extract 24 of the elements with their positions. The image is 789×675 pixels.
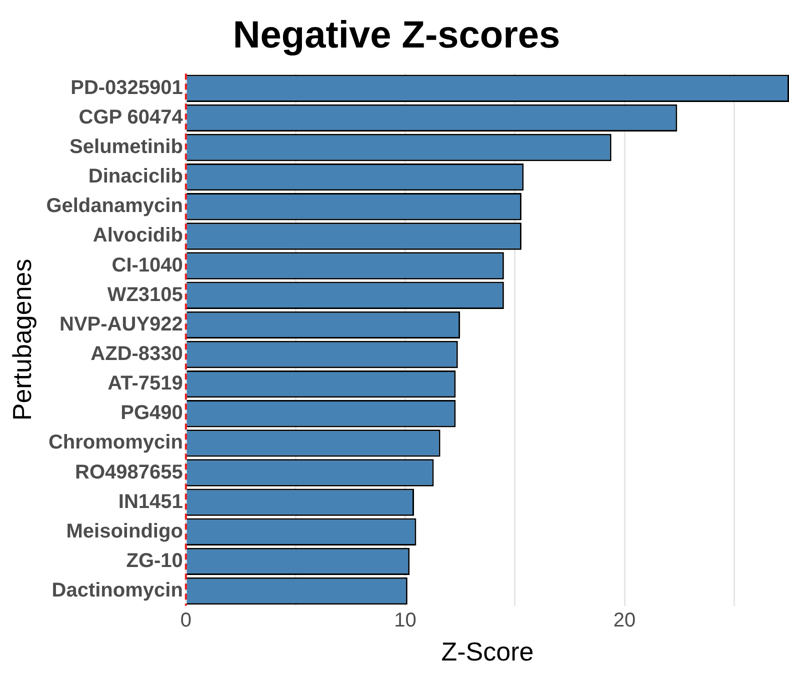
y-tick-label: Dactinomycin [52,580,183,602]
y-tick-label: Chromomycin [48,432,183,454]
chart-title: Negative Z-scores [232,14,560,56]
y-tick-label: AZD-8330 [90,343,183,365]
y-tick-label: Dinaciclib [88,166,183,188]
y-tick-label: PD-0325901 [70,76,183,99]
y-tick-label: ZG-10 [126,550,183,572]
y-tick-label: Geldanamycin [46,195,183,218]
y-tick-label: WZ3105 [107,284,183,306]
x-tick-label: 0 [180,609,192,632]
y-tick-label: AT-7519 [108,372,183,395]
y-tick-label: PG490 [120,402,183,424]
x-axis-title: Z-Score [441,636,534,667]
y-tick-label: CGP 60474 [78,106,184,128]
y-tick-label: IN1451 [118,490,183,513]
y-tick-label: Meisoindigo [66,520,183,542]
y-tick-label: Selumetinib [70,136,183,158]
y-tick-label: Alvocidib [92,224,183,247]
x-tick-label: 10 [394,609,416,632]
y-axis-title: Pertubagenes [6,258,37,421]
y-tick-label: NVP-AUY922 [60,313,183,336]
y-tick-label: RO4987655 [75,461,183,484]
y-tick-label: CI-1040 [112,254,183,276]
x-tick-label: 20 [613,609,636,632]
